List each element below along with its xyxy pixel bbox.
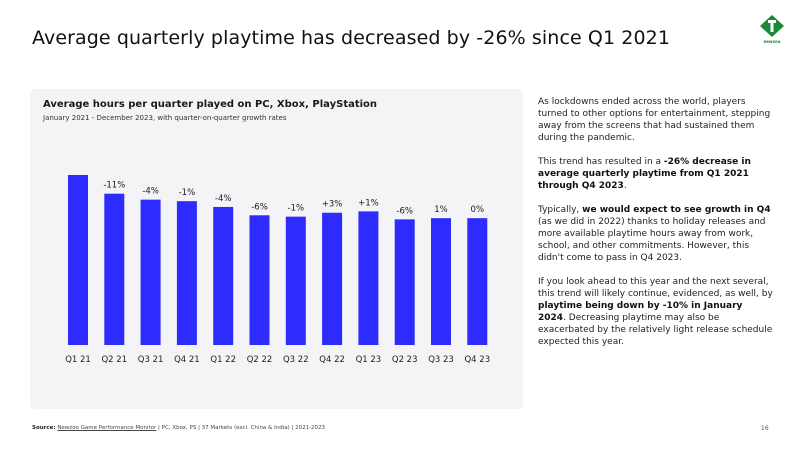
growth-label: 1% [434,205,448,215]
x-tick-label: Q2 22 [247,355,273,365]
source-label: Source: [32,425,56,431]
commentary-paragraph-4: If you look ahead to this year and the n… [538,277,773,347]
bar-q1-21 [68,175,88,345]
x-tick-label: Q3 23 [428,355,454,365]
growth-label: -4% [142,187,159,197]
commentary-paragraph-2: This trend has resulted in a -26% decrea… [538,157,751,191]
page-number: 16 [761,425,769,432]
x-tick-label: Q1 23 [356,355,382,365]
x-tick-label: Q3 22 [283,355,309,365]
x-tick-label: Q4 23 [464,355,490,365]
newzoo-logo: newzoo [757,14,787,48]
growth-label: -4% [215,194,232,204]
x-tick-label: Q4 21 [174,355,200,365]
chart-title: Average hours per quarter played on PC, … [43,99,378,110]
bar-q2-21 [104,193,125,345]
chart-card: Average hours per quarter played on PC, … [30,89,523,409]
slide-title: Average quarterly playtime has decreased… [32,27,671,49]
bar-q3-21 [140,199,161,345]
bar-chart: Q1 21 -11% Q2 21 -4% Q3 21 -1% Q4 21 -4% Q1 22 -6… [65,175,490,365]
bar-q3-22 [285,216,306,345]
x-tick-label: Q1 21 [65,355,91,365]
commentary-panel: As lockdowns ended across the world, pla… [538,96,773,360]
bar-q3-23 [431,218,451,345]
x-tick-label: Q3 21 [138,355,164,365]
source-link[interactable]: Newzoo Game Performance Monitor [57,425,157,431]
growth-label: -6% [396,206,413,216]
commentary-paragraph-1: As lockdowns ended across the world, pla… [538,97,771,143]
x-tick-label: Q1 22 [210,355,236,365]
commentary-paragraph-3: Typically, we would expect to see growth… [538,205,771,263]
bar-q1-22 [213,206,234,345]
newzoo-logo-icon [760,15,784,37]
logo-wordmark: newzoo [763,39,781,44]
growth-label: +1% [358,198,379,208]
source-details: | PC, Xbox, PS | 37 Markets (excl. China… [156,425,326,431]
growth-label: -1% [288,204,305,214]
source-footnote: Source: Newzoo Game Performance Monitor … [32,425,325,431]
chart-subtitle: January 2021 - December 2023, with quart… [43,114,287,122]
x-tick-label: Q2 23 [392,355,418,365]
growth-label: -1% [179,188,196,198]
bar-q4-22 [322,212,343,345]
growth-label: +3% [322,200,343,210]
bar-q1-23 [358,211,379,345]
growth-label: -6% [251,202,268,212]
bar-q2-22 [249,215,270,345]
bar-q2-23 [394,219,415,345]
bar-q4-21 [176,201,197,345]
growth-label: 0% [471,205,485,215]
x-tick-label: Q4 22 [319,355,345,365]
bar-q4-23 [467,218,488,345]
x-tick-label: Q2 21 [101,355,127,365]
growth-label: -11% [103,181,125,191]
